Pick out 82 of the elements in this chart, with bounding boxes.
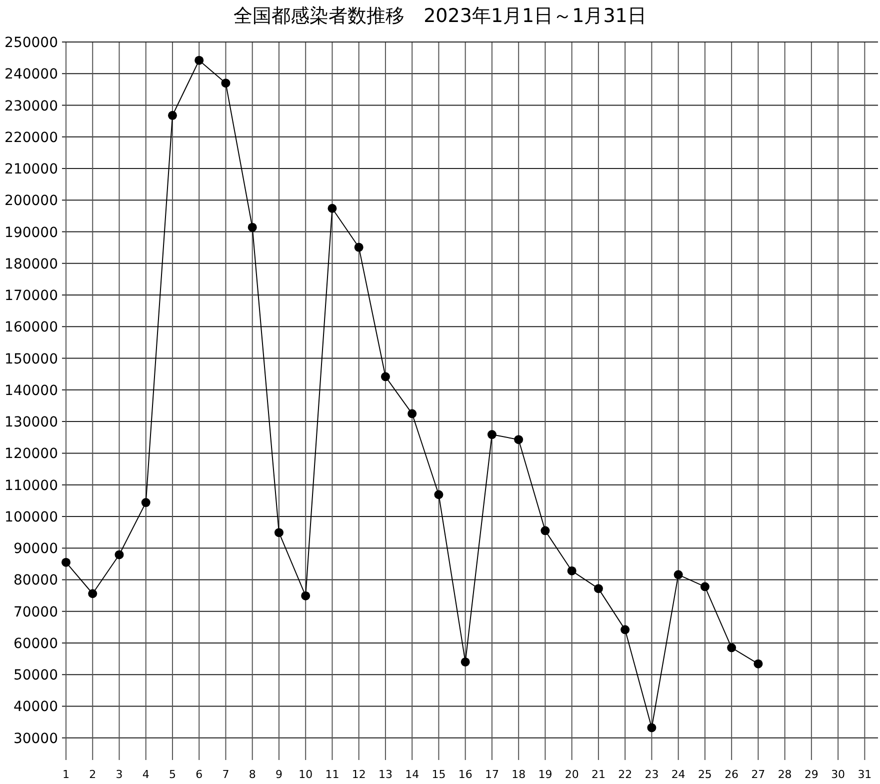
point [408,409,417,418]
point [674,570,683,580]
y-tick-label: 120000 [4,446,58,462]
x-tick-label: 30 [831,768,846,781]
x-tick-label: 6 [196,768,203,781]
point [460,657,470,666]
y-tick-label: 240000 [4,66,58,83]
point [380,372,390,382]
y-tick-label: 250000 [4,35,58,51]
y-tick-label: 90000 [13,541,58,558]
point [647,723,656,732]
y-tick-label: 150000 [4,351,58,368]
x-tick-label: 4 [142,768,150,781]
x-tick-label: 22 [618,768,632,781]
x-tick-label: 29 [804,768,818,781]
point [594,584,603,594]
y-tick-label: 60000 [13,636,58,652]
x-tick-label: 20 [564,768,579,781]
point [248,222,257,232]
y-tick-label: 190000 [4,224,58,241]
point [754,659,763,668]
point [301,591,310,600]
point [354,242,364,252]
y-tick-label: 80000 [13,572,58,589]
y-tick-label: 200000 [4,193,58,210]
point [141,498,150,508]
x-tick-label: 13 [378,768,392,781]
y-tick-label: 50000 [13,668,58,684]
y-tick-label: 180000 [4,256,58,272]
point [620,625,630,634]
x-tick-label: 3 [116,768,123,781]
x-tick-label: 7 [222,768,230,781]
x-tick-label: 12 [352,768,366,781]
y-tick-label: 110000 [4,478,58,494]
x-tick-label: 17 [484,768,499,781]
y-tick-label: 100000 [4,509,58,526]
y-tick-label: 160000 [4,320,58,336]
x-tick-label: 11 [325,768,340,781]
point [727,643,736,652]
x-tick-label: 5 [168,768,176,781]
point [540,526,550,536]
x-tick-label: 9 [275,768,282,781]
x-tick-label: 24 [671,768,686,781]
x-tick-label: 10 [298,768,313,781]
point [194,56,204,65]
y-tick-label: 130000 [4,414,58,431]
x-tick-label: 16 [458,768,472,781]
y-tick-label: 210000 [4,162,58,178]
point [114,550,124,560]
x-tick-label: 25 [698,768,712,781]
y-tick-label: 40000 [13,699,58,716]
y-tick-label: 140000 [4,382,58,399]
point [328,204,337,213]
x-tick-label: 15 [432,768,446,781]
point [168,110,177,120]
point [567,566,576,576]
point [88,589,98,598]
chart-title: 全国都感染者数推移 2023年1月1日～1月31日 [234,5,646,27]
point [514,435,524,444]
y-tick-label: 30000 [13,730,58,747]
x-tick-label: 21 [591,768,606,781]
y-tick-label: 170000 [4,288,58,304]
y-tick-label: 70000 [13,604,58,620]
x-tick-label: 27 [751,768,766,781]
x-tick-label: 2 [89,768,96,781]
y-tick-label: 230000 [4,98,58,114]
x-tick-label: 1 [62,768,70,781]
point [221,78,230,88]
point [434,490,444,500]
x-tick-label: 19 [538,768,552,781]
x-tick-label: 14 [405,768,420,781]
point [61,558,70,567]
point [487,430,496,440]
x-tick-label: 31 [858,768,872,781]
x-tick-label: 18 [512,768,526,781]
point [700,582,710,592]
y-tick-label: 220000 [4,130,58,146]
x-tick-label: 23 [644,768,659,781]
x-tick-label: 8 [248,768,256,781]
point [274,528,284,538]
x-tick-label: 26 [724,768,739,781]
x-tick-label: 28 [778,768,792,781]
